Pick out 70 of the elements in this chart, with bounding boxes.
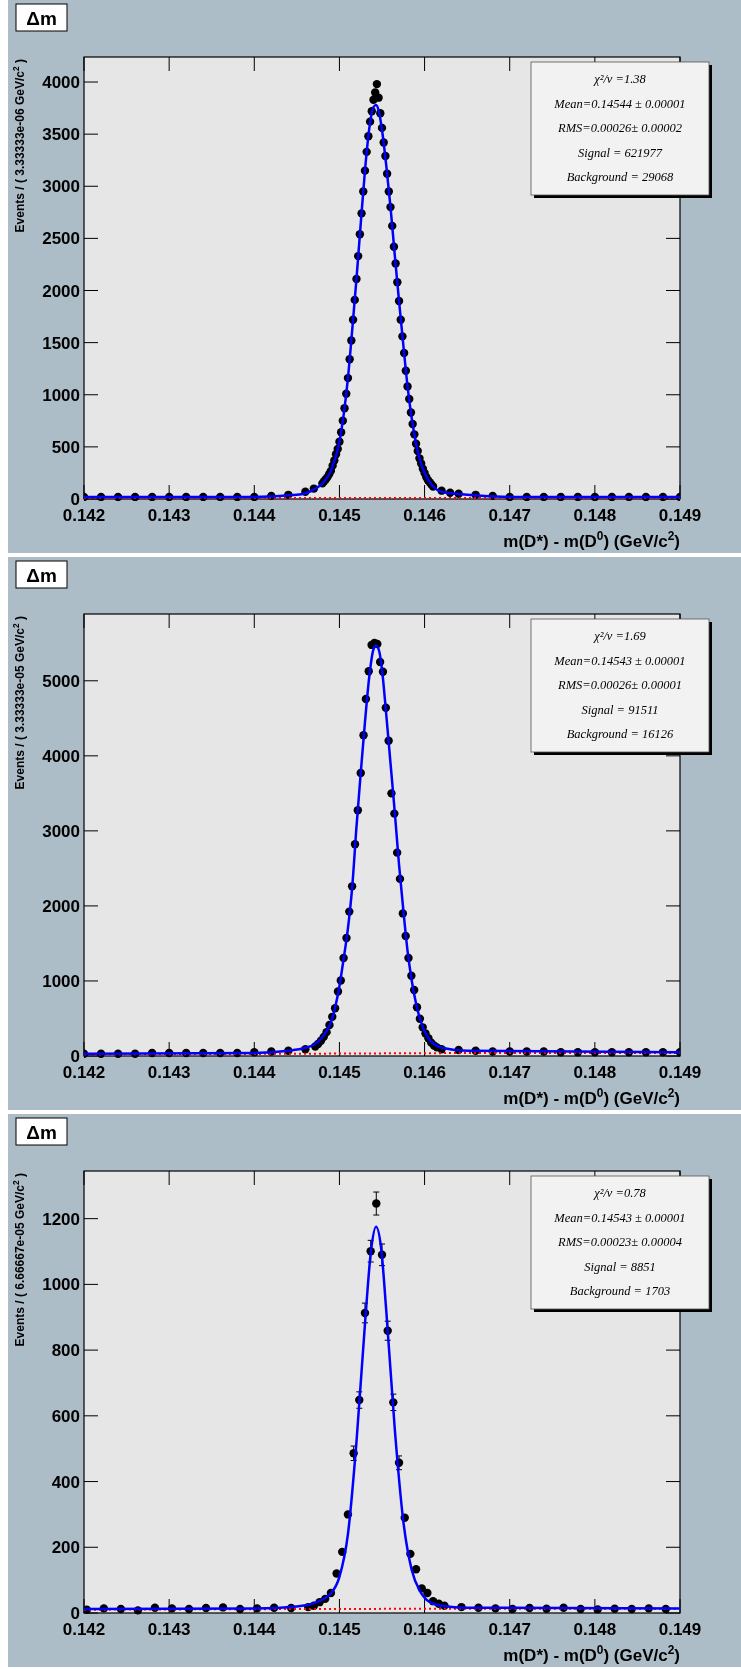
y-tick-label: 1200 xyxy=(42,1209,80,1229)
x-tick-label: 0.145 xyxy=(318,1063,361,1082)
annotation: RMS=0.00023± 0.00004 xyxy=(557,1235,682,1250)
annotation: Mean=0.14543 ± 0.00001 xyxy=(553,653,686,668)
y-tick-label: 0 xyxy=(70,1047,80,1066)
annotation: Mean=0.14543 ± 0.00001 xyxy=(553,1210,686,1225)
x-tick-label: 0.142 xyxy=(62,1063,106,1082)
y-tick-label: 1500 xyxy=(42,333,80,353)
y-tick-label: 0 xyxy=(70,1604,80,1623)
title-box: Δm xyxy=(15,1117,68,1146)
x-tick-label: 0.149 xyxy=(658,506,702,525)
x-axis-title: m(D*) - m(D$^{0}$) (GeV/c$^{2}$) xyxy=(503,1086,680,1108)
annotation: Background = 16126 xyxy=(566,727,675,742)
annotation: Background = 29068 xyxy=(566,170,675,185)
x-tick-label: 0.147 xyxy=(488,1063,531,1082)
x-tick-label: 0.149 xyxy=(658,1620,702,1639)
x-tick-label: 0.143 xyxy=(147,506,191,525)
annotation: χ²/ν =1.69 xyxy=(593,629,647,643)
x-tick-label: 0.148 xyxy=(573,1063,617,1082)
y-tick-label: 800 xyxy=(51,1341,80,1361)
x-axis-title: m(D*) - m(D$^{0}$) (GeV/c$^{2}$) xyxy=(503,1643,680,1665)
annotation: Signal = 91511 xyxy=(581,702,659,717)
y-tick-label: 3000 xyxy=(42,177,80,197)
x-tick-label: 0.147 xyxy=(488,1620,531,1639)
y-tick-label: 4000 xyxy=(42,746,80,766)
x-tick-label: 0.144 xyxy=(233,506,277,525)
annotation: χ²/ν =1.38 xyxy=(593,72,647,86)
title-box: Δm xyxy=(15,3,68,32)
y-tick-label: 2500 xyxy=(42,229,80,249)
x-tick-label: 0.144 xyxy=(233,1063,277,1082)
x-tick-label: 0.143 xyxy=(147,1620,191,1639)
annotation: RMS=0.00026± 0.00002 xyxy=(557,121,682,136)
x-tick-label: 0.144 xyxy=(233,1620,277,1639)
chart-title: Δm xyxy=(26,1122,57,1143)
x-tick-label: 0.145 xyxy=(318,1620,361,1639)
y-tick-label: 1000 xyxy=(42,1275,80,1295)
x-tick-label: 0.149 xyxy=(658,1063,702,1082)
y-tick-label: 4000 xyxy=(42,73,80,93)
y-tick-label: 1000 xyxy=(42,971,80,991)
x-tick-label: 0.146 xyxy=(403,506,446,525)
y-tick-label: 500 xyxy=(51,437,80,457)
annotation: RMS=0.00026± 0.00001 xyxy=(557,678,682,693)
y-tick-label: 2000 xyxy=(42,281,80,301)
annotation: χ²/ν =0.78 xyxy=(593,1186,647,1200)
title-box: Δm xyxy=(15,560,68,589)
chart-title: Δm xyxy=(26,565,57,586)
x-tick-label: 0.146 xyxy=(403,1620,446,1639)
annotation: Mean=0.14544 ± 0.00001 xyxy=(553,96,686,111)
y-tick-label: 3000 xyxy=(42,821,80,841)
x-tick-label: 0.142 xyxy=(62,1620,106,1639)
x-tick-label: 0.148 xyxy=(573,506,617,525)
x-tick-label: 0.148 xyxy=(573,1620,617,1639)
y-tick-label: 2000 xyxy=(42,896,80,916)
y-tick-label: 200 xyxy=(51,1538,80,1558)
annotation: Signal = 621977 xyxy=(577,145,663,160)
x-tick-label: 0.143 xyxy=(147,1063,191,1082)
chart-title: Δm xyxy=(26,8,57,29)
x-tick-label: 0.147 xyxy=(488,506,531,525)
y-tick-label: 0 xyxy=(70,490,80,509)
annotation: Background = 1703 xyxy=(569,1284,671,1299)
x-tick-label: 0.145 xyxy=(318,506,361,525)
annotation: Signal = 8851 xyxy=(584,1259,656,1274)
y-tick-label: 1000 xyxy=(42,385,80,405)
x-tick-label: 0.146 xyxy=(403,1063,446,1082)
y-tick-label: 600 xyxy=(51,1406,80,1426)
y-tick-label: 5000 xyxy=(42,671,80,691)
x-tick-label: 0.142 xyxy=(62,506,106,525)
y-tick-label: 3500 xyxy=(42,125,80,145)
x-axis-title: m(D*) - m(D$^{0}$) (GeV/c$^{2}$) xyxy=(503,529,680,551)
y-tick-label: 400 xyxy=(51,1472,80,1492)
